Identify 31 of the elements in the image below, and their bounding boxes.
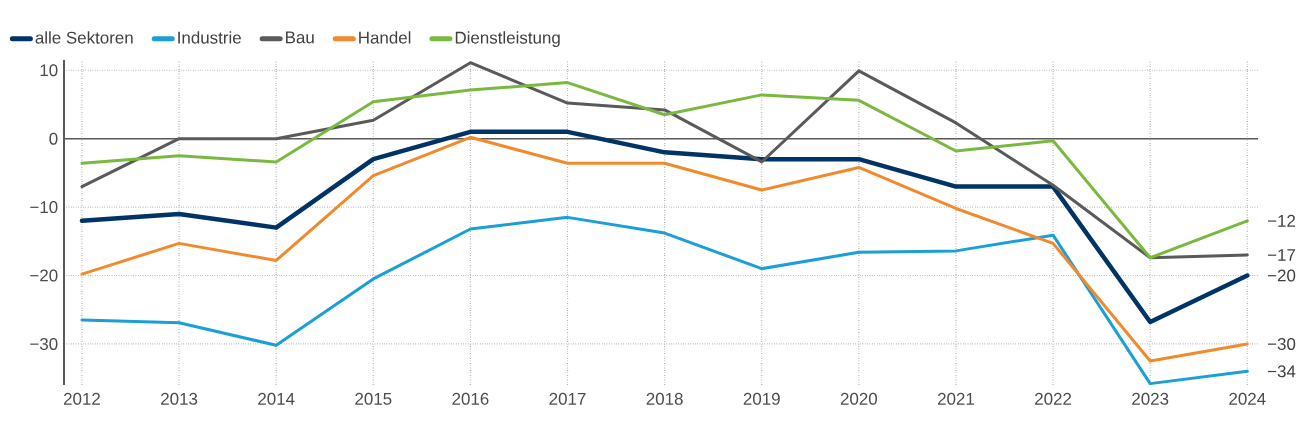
x-tick-label: 2012 xyxy=(63,392,100,405)
x-tick-label: 2016 xyxy=(452,392,489,405)
legend-label: Handel xyxy=(359,31,411,44)
legend-label: Dienstleistung xyxy=(455,31,560,48)
y-tick-label: −30 xyxy=(30,337,58,350)
x-tick-label: 2020 xyxy=(840,392,878,405)
data-label: −30 xyxy=(1267,337,1296,350)
data-label: −12 xyxy=(1267,214,1296,227)
x-tick-label: 2014 xyxy=(258,392,295,405)
x-tick-label: 2018 xyxy=(646,392,683,405)
x-tick-label: 2015 xyxy=(355,392,392,405)
legend-label: alle Sektoren xyxy=(35,31,133,44)
data-label: −34 xyxy=(1267,365,1296,378)
y-tick-label: 10 xyxy=(40,64,58,77)
x-tick-label: 2013 xyxy=(161,392,198,405)
line-series xyxy=(80,215,1249,386)
y-tick-label: −10 xyxy=(30,201,58,214)
y-tick-label: −20 xyxy=(30,269,58,282)
x-tick-label: 2022 xyxy=(1035,392,1072,405)
data-label: −17 xyxy=(1267,249,1296,261)
legend-label: Bau xyxy=(286,31,314,44)
x-tick-label: 2024 xyxy=(1229,392,1266,405)
y-tick-label: 0 xyxy=(49,132,58,145)
x-tick-label: 2023 xyxy=(1132,392,1169,405)
line-series xyxy=(80,135,1249,363)
line-series xyxy=(79,129,1250,325)
x-tick-label: 2019 xyxy=(743,392,780,405)
data-label: −20 xyxy=(1267,269,1296,282)
legend-label: Industrie xyxy=(178,31,241,44)
x-tick-label: 2021 xyxy=(937,392,974,405)
x-tick-label: 2017 xyxy=(549,392,586,405)
